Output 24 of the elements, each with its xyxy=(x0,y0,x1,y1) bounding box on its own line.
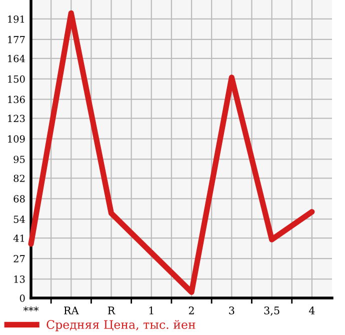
y-tick-label: 0 xyxy=(20,294,25,302)
y-tick-label: 13 xyxy=(14,275,25,283)
x-tick-label: 4 xyxy=(308,306,315,314)
x-tick-label: R xyxy=(108,306,116,314)
x-tick-label: *** xyxy=(23,306,39,312)
x-tick-label: 2 xyxy=(188,306,194,314)
y-tick-label: 68 xyxy=(14,195,25,202)
y-tick-label: 177 xyxy=(8,36,25,44)
y-tick-label: 164 xyxy=(8,54,25,62)
y-tick-label: 95 xyxy=(14,156,25,164)
y-tick-label: 82 xyxy=(14,174,24,182)
y-tick-label: 109 xyxy=(8,135,25,143)
x-tick-label: RA xyxy=(64,306,79,314)
y-tick-label: 136 xyxy=(8,96,25,104)
legend-label: Средняя Цена, тыс. йен xyxy=(46,320,196,332)
x-tick-label: 3,5 xyxy=(264,306,280,316)
y-tick-label: 150 xyxy=(8,75,25,83)
y-tick-label: 123 xyxy=(8,114,25,122)
y-tick-label: 54 xyxy=(14,216,25,223)
y-tick-label: 27 xyxy=(14,255,25,262)
x-tick-label: 1 xyxy=(149,306,154,314)
x-tick-label: 3 xyxy=(229,306,234,314)
y-tick-label: 191 xyxy=(8,15,24,23)
y-tick-label: 41 xyxy=(13,234,24,242)
